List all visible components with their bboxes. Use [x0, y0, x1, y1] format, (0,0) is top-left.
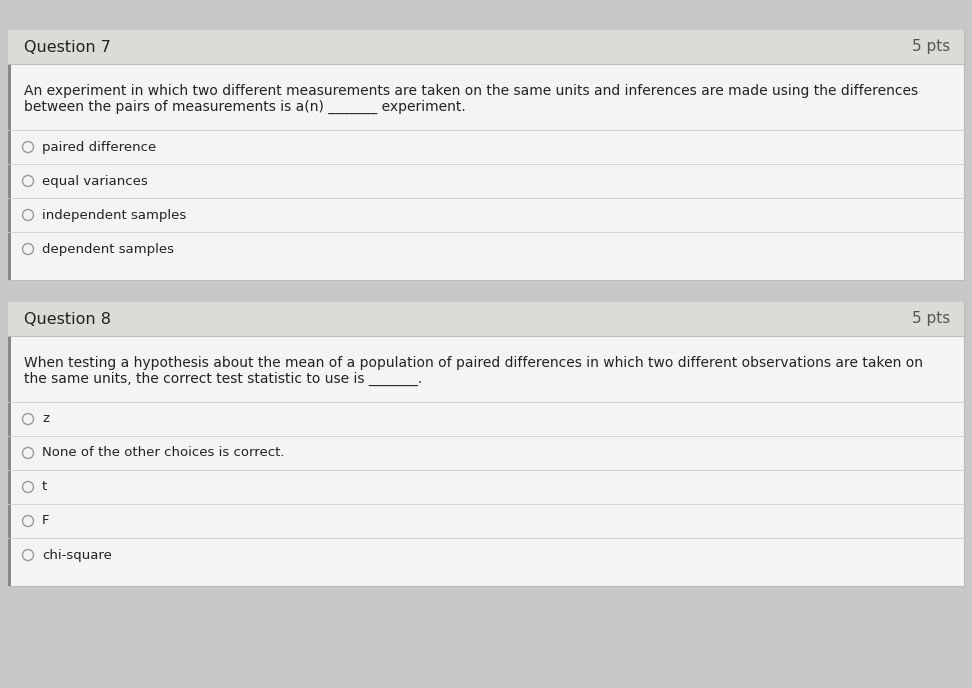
Text: chi-square: chi-square [42, 548, 112, 561]
Text: When testing a hypothesis about the mean of a population of paired differences i: When testing a hypothesis about the mean… [24, 356, 923, 370]
Text: 5 pts: 5 pts [912, 39, 950, 54]
Bar [8, 30, 964, 64]
Text: Question 7: Question 7 [24, 39, 111, 54]
Text: the same units, the correct test statistic to use is _______.: the same units, the correct test statist… [24, 372, 422, 386]
Bar [8, 302, 11, 586]
Text: between the pairs of measurements is a(n) _______ experiment.: between the pairs of measurements is a(n… [24, 100, 466, 114]
Text: independent samples: independent samples [42, 208, 187, 222]
Text: None of the other choices is correct.: None of the other choices is correct. [42, 447, 285, 460]
Bar [8, 30, 964, 280]
Text: Question 8: Question 8 [24, 312, 111, 327]
Bar [8, 30, 11, 280]
Text: F: F [42, 515, 50, 528]
Text: An experiment in which two different measurements are taken on the same units an: An experiment in which two different mea… [24, 84, 919, 98]
Text: dependent samples: dependent samples [42, 242, 174, 255]
Text: 5 pts: 5 pts [912, 312, 950, 327]
Text: t: t [42, 480, 48, 493]
Text: equal variances: equal variances [42, 175, 148, 188]
Text: paired difference: paired difference [42, 140, 156, 153]
Text: z: z [42, 413, 49, 425]
Bar [8, 302, 964, 586]
Bar [8, 302, 964, 336]
